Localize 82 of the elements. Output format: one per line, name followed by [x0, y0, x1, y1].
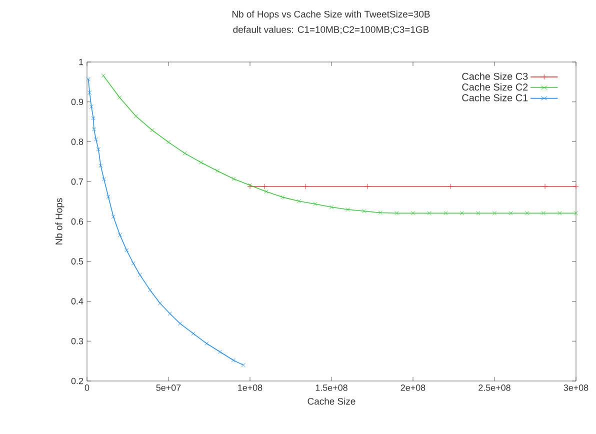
point — [96, 147, 100, 152]
point — [191, 331, 196, 336]
point — [124, 248, 129, 252]
x-tick-label: 2.5e+08 — [478, 384, 510, 391]
x-tick-label: 1.5e+08 — [316, 384, 348, 391]
point — [492, 211, 497, 216]
point — [280, 195, 285, 200]
line-series — [86, 77, 246, 368]
point — [241, 362, 246, 368]
point — [111, 214, 116, 219]
point — [88, 90, 92, 95]
point — [215, 168, 220, 173]
point — [134, 114, 138, 118]
point — [106, 194, 110, 199]
point — [204, 341, 209, 346]
x-tick-label: 1e+08 — [238, 384, 262, 391]
y-tick-label: 0.2 — [71, 378, 84, 384]
point — [394, 211, 399, 216]
point — [362, 209, 366, 214]
point — [574, 211, 578, 216]
legend-label: Cache Size C2 — [462, 83, 528, 91]
y-tick-label: 0.4 — [71, 298, 84, 304]
point — [542, 184, 548, 190]
y-tick-label: 0.9 — [71, 98, 84, 106]
y-axis-title: Nb of Hops — [55, 198, 64, 244]
point — [262, 184, 268, 190]
y-tick-label: 0.5 — [71, 258, 84, 265]
point — [378, 210, 382, 215]
point — [91, 116, 96, 120]
point — [131, 261, 136, 266]
point — [302, 184, 308, 190]
point — [460, 211, 464, 216]
chart-title: Nb of Hops vs Cache Size with TweetSize=30B — [232, 10, 430, 20]
x-tick-label: 2e+08 — [400, 384, 426, 391]
point — [427, 211, 432, 216]
point — [166, 140, 171, 144]
point — [508, 211, 513, 216]
x-tick-label: 0 — [84, 384, 90, 391]
point — [102, 177, 106, 182]
point — [168, 312, 172, 316]
point — [101, 73, 106, 78]
point — [329, 205, 334, 210]
y-tick-label: 0.6 — [71, 218, 84, 225]
point — [525, 211, 530, 216]
y-tick-label: 0.8 — [71, 138, 84, 145]
x-tick-label: 5e+07 — [156, 384, 181, 391]
point — [118, 95, 122, 100]
point — [231, 358, 236, 362]
point — [346, 207, 350, 212]
point — [182, 151, 187, 156]
point — [558, 211, 562, 216]
point — [89, 104, 94, 109]
point — [410, 211, 416, 216]
point — [541, 211, 546, 216]
legend-label: Cache Size C1 — [462, 94, 528, 102]
point — [218, 350, 222, 354]
y-tick-label: 1 — [79, 58, 84, 66]
point — [199, 160, 204, 165]
point — [178, 322, 182, 326]
point — [138, 272, 142, 278]
y-tick-label: 0.7 — [71, 178, 84, 185]
point — [232, 176, 236, 181]
legend-label: Cache Size C3 — [462, 72, 528, 80]
chart-subtitle: default values: C1=10MB;C2=100MB;C3=1GB — [233, 26, 429, 34]
point — [364, 184, 370, 190]
point — [86, 77, 90, 82]
point — [313, 202, 318, 206]
point — [148, 288, 152, 292]
point — [476, 211, 480, 216]
y-tick-label: 0.3 — [71, 338, 84, 344]
point — [92, 127, 96, 132]
point — [94, 137, 98, 142]
point — [573, 184, 579, 190]
point — [98, 164, 103, 168]
x-tick-label: 3e+08 — [564, 384, 588, 391]
point — [264, 190, 268, 194]
point — [444, 211, 448, 216]
point — [448, 184, 454, 190]
point — [296, 199, 301, 204]
point — [158, 301, 162, 306]
point — [118, 232, 122, 238]
x-axis-title: Cache Size — [308, 398, 356, 405]
